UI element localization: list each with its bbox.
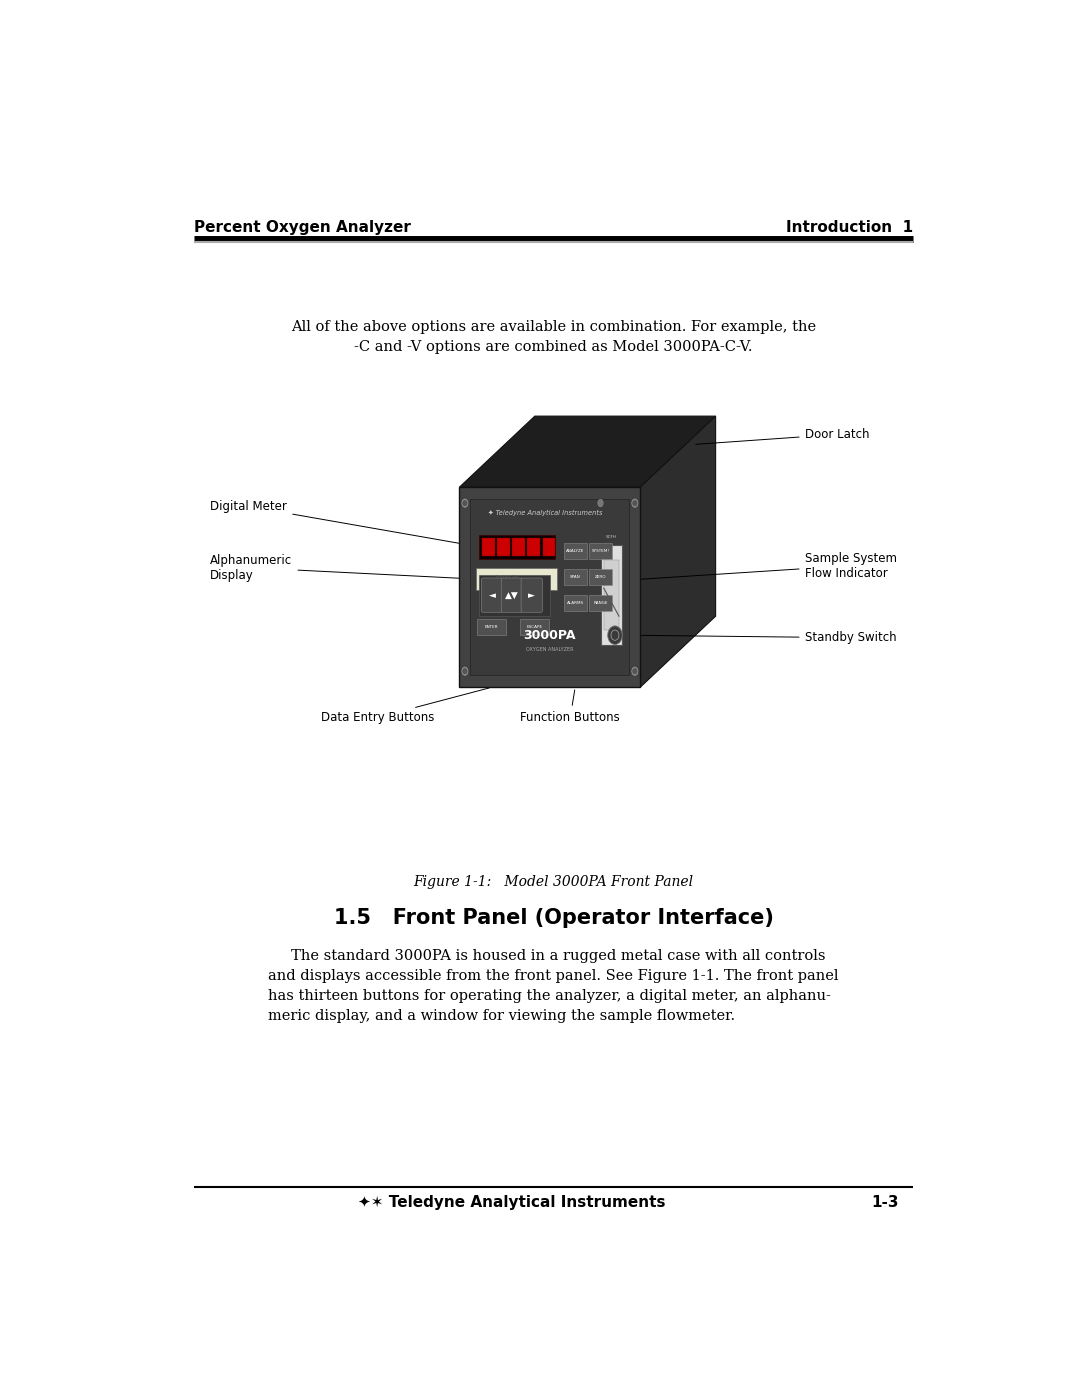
Text: Digital Meter: Digital Meter (211, 500, 478, 546)
Circle shape (608, 626, 622, 644)
Text: Data Entry Buttons: Data Entry Buttons (321, 687, 489, 724)
FancyBboxPatch shape (604, 560, 619, 630)
FancyBboxPatch shape (512, 538, 525, 556)
Circle shape (462, 500, 467, 506)
Text: Percent Oxygen Analyzer: Percent Oxygen Analyzer (193, 221, 410, 235)
Text: ZERO: ZERO (595, 576, 606, 580)
Text: ✦ Teledyne Analytical Instruments: ✦ Teledyne Analytical Instruments (488, 510, 603, 517)
FancyBboxPatch shape (501, 578, 523, 612)
FancyBboxPatch shape (589, 543, 612, 559)
Text: Function Buttons: Function Buttons (521, 690, 620, 724)
Text: OXYGEN ANALYZER: OXYGEN ANALYZER (526, 647, 573, 651)
FancyBboxPatch shape (482, 538, 495, 556)
Text: Sample System
Flow Indicator: Sample System Flow Indicator (630, 552, 896, 580)
FancyBboxPatch shape (589, 569, 612, 585)
Polygon shape (470, 499, 630, 675)
Circle shape (631, 666, 639, 676)
FancyBboxPatch shape (527, 538, 540, 556)
FancyBboxPatch shape (564, 543, 586, 559)
FancyBboxPatch shape (480, 535, 555, 559)
FancyBboxPatch shape (521, 578, 542, 612)
Circle shape (461, 666, 469, 676)
Text: Door Latch: Door Latch (696, 427, 869, 444)
Text: ◄: ◄ (488, 591, 496, 599)
Circle shape (633, 668, 637, 673)
FancyBboxPatch shape (478, 574, 551, 616)
Text: 3000PA: 3000PA (524, 629, 576, 641)
Text: Alphanumeric
Display: Alphanumeric Display (211, 553, 475, 581)
Text: ▲ ▲ ▲ ▲: ▲ ▲ ▲ ▲ (496, 580, 515, 585)
Text: SYSTEM!: SYSTEM! (592, 549, 609, 553)
Text: 1.5   Front Panel (Operator Interface): 1.5 Front Panel (Operator Interface) (334, 908, 773, 929)
Text: ANALYZE: ANALYZE (566, 549, 584, 553)
FancyBboxPatch shape (600, 545, 622, 645)
FancyBboxPatch shape (589, 595, 612, 612)
Polygon shape (459, 488, 640, 687)
Circle shape (631, 497, 639, 509)
Text: Introduction  1: Introduction 1 (786, 221, 914, 235)
FancyBboxPatch shape (542, 538, 555, 556)
Text: Figure 1-1:   Model 3000PA Front Panel: Figure 1-1: Model 3000PA Front Panel (414, 875, 693, 888)
Circle shape (597, 499, 604, 507)
Circle shape (461, 497, 469, 509)
Polygon shape (459, 416, 716, 488)
Text: SCFH: SCFH (606, 535, 617, 539)
Text: All of the above options are available in combination. For example, the
-C and -: All of the above options are available i… (291, 320, 816, 353)
FancyBboxPatch shape (521, 619, 549, 636)
FancyBboxPatch shape (482, 578, 503, 612)
Text: 1-3: 1-3 (872, 1194, 899, 1210)
Text: ▲▼: ▲▼ (505, 591, 518, 599)
FancyBboxPatch shape (564, 595, 586, 612)
Text: ✦✶ Teledyne Analytical Instruments: ✦✶ Teledyne Analytical Instruments (357, 1194, 665, 1210)
FancyBboxPatch shape (497, 538, 510, 556)
Text: ►: ► (528, 591, 536, 599)
Text: Standby Switch: Standby Switch (630, 631, 896, 644)
Text: ENTER: ENTER (484, 626, 498, 629)
Text: The standard 3000PA is housed in a rugged metal case with all controls
and displ: The standard 3000PA is housed in a rugge… (268, 949, 839, 1023)
FancyBboxPatch shape (564, 569, 586, 585)
Text: RANGE: RANGE (593, 601, 608, 605)
Text: Enter Pt:: Enter Pt: (496, 576, 519, 580)
Circle shape (462, 668, 467, 673)
FancyBboxPatch shape (476, 619, 505, 636)
Text: SPAN: SPAN (570, 576, 581, 580)
FancyBboxPatch shape (476, 569, 557, 590)
Polygon shape (640, 416, 716, 687)
Circle shape (633, 500, 637, 506)
Text: ESCAPE: ESCAPE (526, 626, 542, 629)
Text: ALARMS: ALARMS (567, 601, 584, 605)
